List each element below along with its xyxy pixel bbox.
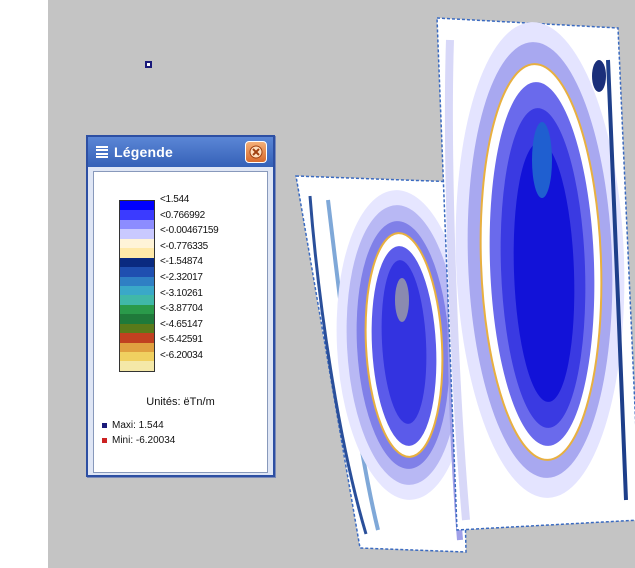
legend-value: <-3.87704 [160,303,203,315]
right-contour-band-6 [513,142,575,402]
right-contour-right-edge [606,59,628,501]
legend-swatch [120,352,154,362]
legend-title: Légende [114,144,173,160]
reference-point-marker [145,61,152,68]
legend-max-label: Maxi: 1.544 [112,420,164,431]
legend-swatch [120,267,154,277]
legend-min-label: Mini: -6.20034 [112,435,176,446]
legend-value: <-0.776335 [160,240,208,252]
legend-value: <-6.20034 [160,350,203,361]
legend-swatch [120,342,154,352]
legend-value: <-2.32017 [160,272,203,283]
legend-units-label: Unités: ëTn/m [146,396,215,408]
legend-value: <-0.00467159 [160,225,219,237]
legend-swatch [120,201,154,211]
legend-swatch [120,238,154,249]
legend-value: <-3.10261 [160,287,203,299]
legend-swatch [120,210,154,220]
legend-value: <-4.65147 [160,318,203,330]
legend-swatch [120,229,154,239]
legend-min-row: Mini: -6.20034 [102,435,175,446]
legend-swatch [120,248,154,258]
max-marker-icon [102,423,107,428]
legend-value: <1.544 [160,194,190,205]
legend-panel: <1.544 <0.766992 <-0.00467159 <-0.776335 <-1… [93,171,268,473]
legend-swatch [120,219,154,230]
left-contour-band-6 [381,260,427,424]
right-contour-core [532,122,552,198]
legend-swatch [120,333,154,343]
legend-color-bar [119,200,155,372]
legend-swatch [120,323,154,334]
right-plate [436,17,635,531]
right-contour-corner-spot [592,60,606,92]
min-marker-icon [102,438,107,443]
legend-swatch [120,257,154,268]
legend-swatch [120,361,154,371]
close-icon[interactable] [245,141,267,163]
left-plate [295,175,470,553]
legend-swatch [120,285,154,296]
legend-value: <-1.54874 [160,256,203,268]
legend-max-row: Maxi: 1.544 [102,420,164,431]
left-contour-core [395,278,409,322]
list-icon [96,146,108,158]
right-contour-left-edge [444,39,470,521]
legend-value: <-5.42591 [160,334,203,346]
legend-window[interactable]: Légende <1.544 <0.766992 <-0.00467159 <-0.7… [86,135,275,477]
legend-value: <0.766992 [160,209,205,221]
legend-swatch [120,295,154,305]
legend-swatch [120,304,154,315]
legend-title-bar[interactable]: Légende [88,137,273,167]
legend-swatch [120,276,154,286]
contour-plot [295,17,635,553]
legend-swatch [120,314,154,324]
left-contour-edge [308,195,368,535]
model-viewport[interactable]: Légende <1.544 <0.766992 <-0.00467159 <-0.7… [48,0,635,568]
